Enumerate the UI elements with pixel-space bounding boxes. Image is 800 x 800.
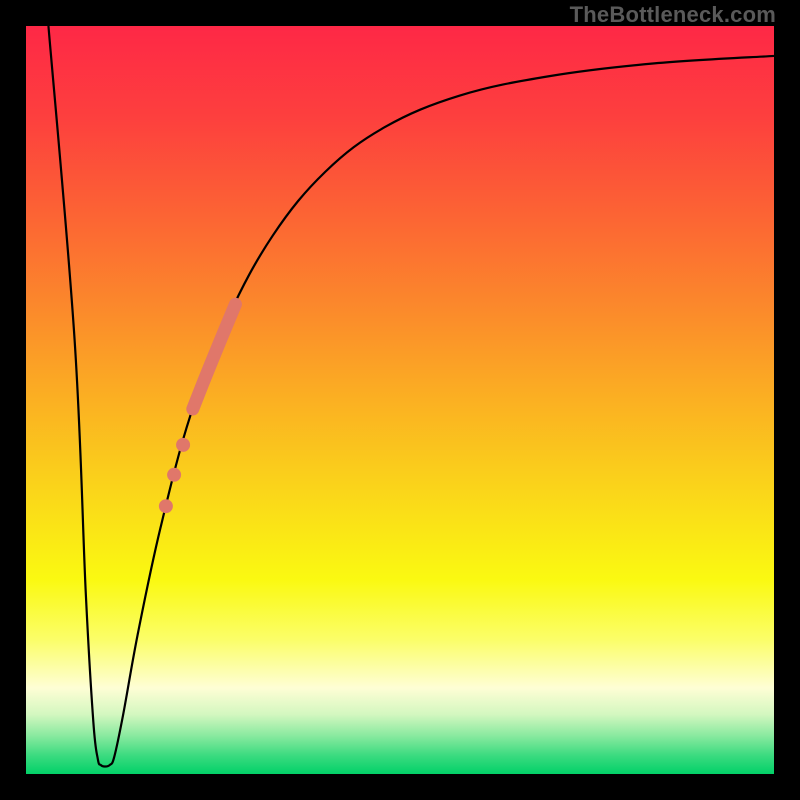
chart-frame: TheBottleneck.com: [0, 0, 800, 800]
highlight-dot: [176, 438, 190, 452]
watermark-label: TheBottleneck.com: [570, 2, 776, 28]
highlight-segment: [193, 304, 236, 409]
plot-area: [26, 26, 774, 774]
highlight-dots: [159, 438, 190, 513]
bottleneck-curve: [26, 26, 774, 774]
curve-path: [48, 26, 774, 767]
highlight-dot: [159, 499, 173, 513]
highlight-dot: [167, 468, 181, 482]
